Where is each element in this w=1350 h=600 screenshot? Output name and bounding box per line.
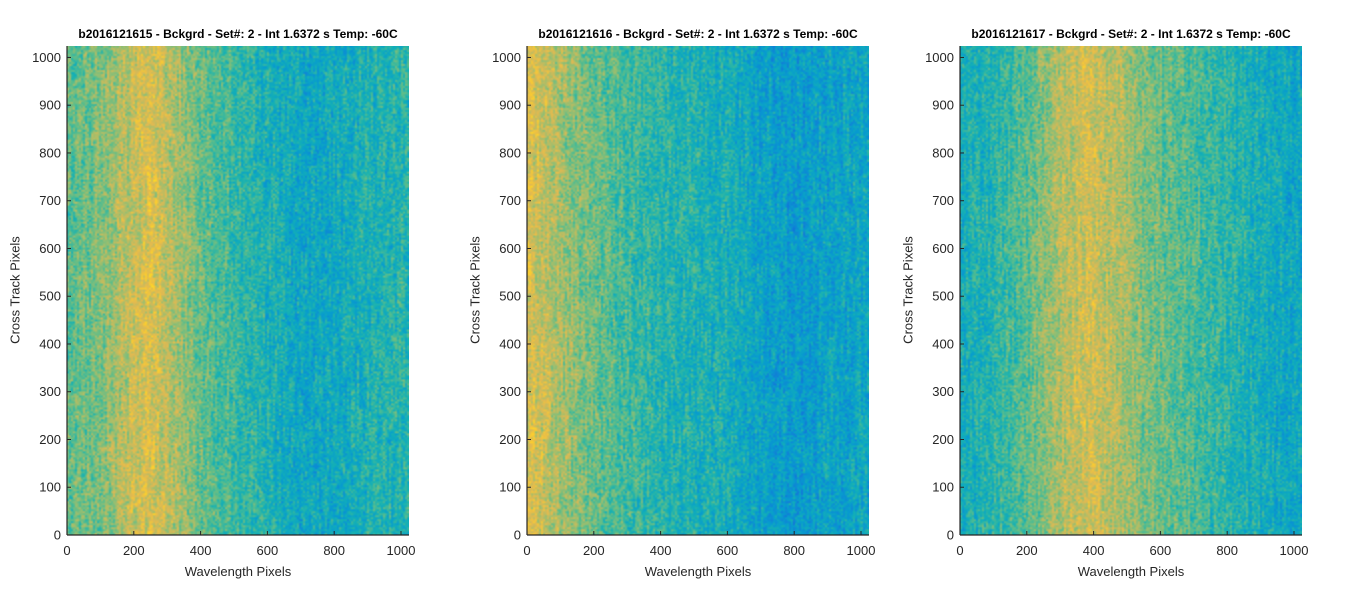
x-tick-label: 600 <box>1150 543 1172 558</box>
x-tick-label: 200 <box>583 543 605 558</box>
y-tick-label: 1000 <box>925 50 954 65</box>
x-tick-label: 1000 <box>1280 543 1309 558</box>
heatmap-plot-1: 0 200 400 600 800 1000 0 100 200 300 400 500 600 700 8… <box>32 46 416 558</box>
x-tick-label: 800 <box>1216 543 1238 558</box>
x-tick-label: 1000 <box>387 543 416 558</box>
chart-title: b2016121615 - Bckgrd - Set#: 2 - Int 1.6… <box>78 27 398 41</box>
y-axis-label: Cross Track Pixels <box>7 236 23 344</box>
x-axis-label: Wavelength Pixels <box>184 564 292 579</box>
y-tick-label: 100 <box>932 480 954 495</box>
y-tick-label: 300 <box>39 384 61 399</box>
x-tick-label: 600 <box>717 543 739 558</box>
x-tick-label: 200 <box>123 543 145 558</box>
y-tick-label: 0 <box>514 528 521 543</box>
y-tick-label: 700 <box>499 193 521 208</box>
heatmap-panel-3: b2016121617 - Bckgrd - Set#: 2 - Int 1.6… <box>893 0 1343 600</box>
y-tick-label: 0 <box>54 528 61 543</box>
heatmap-cells <box>527 46 869 535</box>
y-tick-label: 900 <box>932 98 954 113</box>
y-tick-label: 100 <box>39 480 61 495</box>
y-tick-label: 200 <box>39 432 61 447</box>
x-tick-label: 800 <box>323 543 345 558</box>
heatmap-panel-2: b2016121616 - Bckgrd - Set#: 2 - Int 1.6… <box>460 0 910 600</box>
y-tick-label: 600 <box>39 241 61 256</box>
y-axis-label: Cross Track Pixels <box>900 236 916 344</box>
heatmap-plot-3: 0 200 400 600 800 1000 0 100 200 300 400 500 600 700 8… <box>925 46 1309 558</box>
y-tick-label: 200 <box>932 432 954 447</box>
y-tick-label: 900 <box>499 98 521 113</box>
y-tick-label: 700 <box>39 193 61 208</box>
y-tick-label: 600 <box>499 241 521 256</box>
y-tick-label: 100 <box>499 480 521 495</box>
y-tick-label: 400 <box>39 336 61 351</box>
y-tick-label: 0 <box>947 528 954 543</box>
y-tick-label: 600 <box>932 241 954 256</box>
y-tick-label: 500 <box>39 289 61 304</box>
heatmap-panel-1: b2016121615 - Bckgrd - Set#: 2 - Int 1.6… <box>0 0 450 600</box>
chart-title: b2016121616 - Bckgrd - Set#: 2 - Int 1.6… <box>538 27 858 41</box>
y-tick-label: 700 <box>932 193 954 208</box>
heatmap-cells <box>960 46 1302 535</box>
x-tick-label: 0 <box>63 543 70 558</box>
y-tick-label: 800 <box>39 145 61 160</box>
x-tick-label: 200 <box>1016 543 1038 558</box>
x-tick-label: 1000 <box>847 543 876 558</box>
heatmap-cells <box>67 46 409 535</box>
x-axis-label: Wavelength Pixels <box>1077 564 1185 579</box>
x-tick-label: 600 <box>257 543 279 558</box>
y-tick-label: 1000 <box>32 50 61 65</box>
chart-title: b2016121617 - Bckgrd - Set#: 2 - Int 1.6… <box>971 27 1291 41</box>
heatmap-plot-2: 0 200 400 600 800 1000 0 100 200 300 400 500 600 700 8… <box>492 46 876 558</box>
x-tick-label: 400 <box>650 543 672 558</box>
x-tick-label: 400 <box>1083 543 1105 558</box>
y-tick-label: 400 <box>499 336 521 351</box>
x-tick-label: 400 <box>190 543 212 558</box>
x-tick-label: 0 <box>523 543 530 558</box>
y-tick-label: 1000 <box>492 50 521 65</box>
y-axis-label: Cross Track Pixels <box>467 236 483 344</box>
y-tick-label: 800 <box>932 145 954 160</box>
x-tick-label: 0 <box>956 543 963 558</box>
y-tick-label: 300 <box>932 384 954 399</box>
y-tick-label: 500 <box>499 289 521 304</box>
y-tick-label: 200 <box>499 432 521 447</box>
x-tick-label: 800 <box>783 543 805 558</box>
y-tick-label: 800 <box>499 145 521 160</box>
y-tick-label: 300 <box>499 384 521 399</box>
y-tick-label: 400 <box>932 336 954 351</box>
x-axis-label: Wavelength Pixels <box>644 564 752 579</box>
y-tick-label: 900 <box>39 98 61 113</box>
y-tick-label: 500 <box>932 289 954 304</box>
